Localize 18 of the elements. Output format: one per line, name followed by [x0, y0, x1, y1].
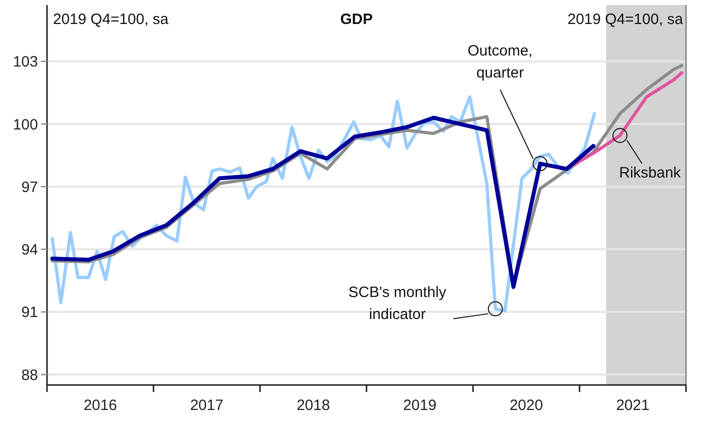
annotation: 2019 Q4=100, sa [567, 11, 684, 28]
y-tick-label: 91 [21, 304, 38, 322]
y-tick-label: 100 [12, 116, 38, 134]
annotation: Outcome, quarter [468, 42, 533, 82]
x-tick-label: 2021 [616, 397, 650, 414]
y-tick-label: 88 [21, 366, 38, 384]
x-tick-label: 2019 [403, 397, 436, 414]
y-tick-label: 94 [21, 242, 38, 259]
annotation: 2019 Q4=100, sa [53, 11, 170, 28]
chart-title: GDP [340, 11, 373, 28]
x-tick-label: 2016 [84, 397, 117, 414]
annotation: Riksbank [619, 164, 682, 182]
x-tick-label: 2020 [510, 397, 543, 414]
y-tick-label: 97 [21, 178, 38, 196]
x-tick-label: 2018 [296, 397, 330, 414]
annotation: SCB's monthly indicator [348, 284, 447, 323]
y-tick-label: 103 [12, 54, 38, 71]
x-tick-label: 2017 [190, 397, 224, 414]
